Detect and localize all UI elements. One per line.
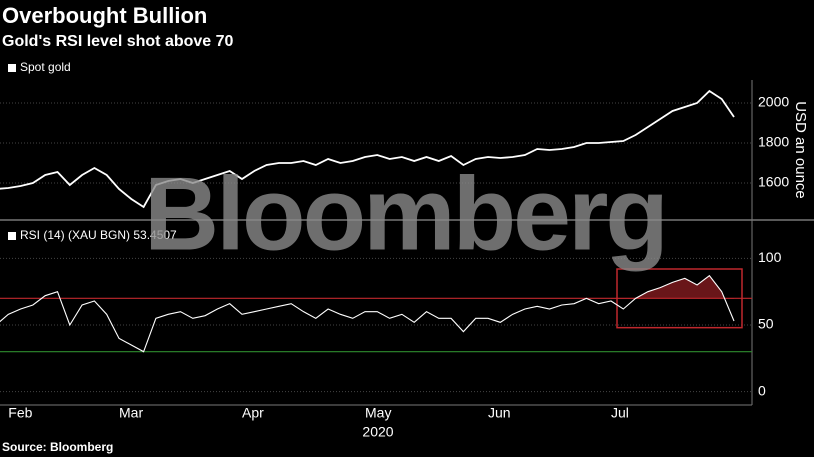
highlight-box — [616, 268, 743, 329]
x-tick-label: Feb — [8, 405, 32, 421]
watermark: Bloomberg — [144, 156, 666, 272]
legend-label: RSI (14) (XAU BGN) 53.4507 — [20, 228, 177, 242]
chart-title: Overbought Bullion — [2, 3, 207, 28]
x-tick-label: May — [365, 405, 391, 421]
series-line — [0, 274, 735, 353]
y-tick-label: 2000 — [758, 94, 789, 110]
y-tick-label: 1800 — [758, 134, 789, 150]
x-tick-label: Apr — [242, 405, 264, 421]
y-tick-label: 100 — [758, 249, 782, 265]
y-axis-label: USD an ounce — [792, 101, 809, 199]
source: Source: Bloomberg — [2, 440, 113, 454]
series-line — [0, 89, 735, 209]
x-tick-label: Mar — [119, 405, 143, 421]
x-tick-label: Jun — [488, 405, 511, 421]
y-tick-label: 1600 — [758, 174, 789, 190]
legend-swatch — [8, 64, 16, 72]
y-tick-label: 50 — [758, 316, 774, 332]
overbought-shade — [611, 275, 734, 299]
x-year-label: 2020 — [362, 424, 393, 440]
legend-swatch — [8, 232, 16, 240]
x-tick-label: Jul — [611, 405, 629, 421]
legend-label: Spot gold — [20, 60, 71, 74]
y-tick-label: 0 — [758, 382, 766, 398]
chart-subtitle: Gold's RSI level shot above 70 — [2, 33, 234, 50]
